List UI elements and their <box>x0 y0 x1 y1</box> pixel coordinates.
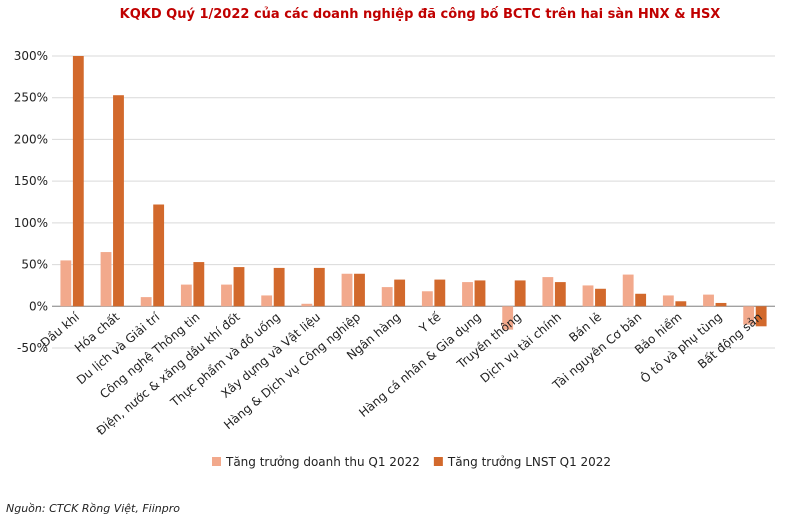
legend-label: Tăng trưởng LNST Q1 2022 <box>447 455 611 469</box>
y-tick-label: 50% <box>21 258 48 272</box>
bar <box>514 280 526 307</box>
chart-title: KQKD Quý 1/2022 của các doanh nghiệp đã … <box>120 7 721 22</box>
y-tick-label: 200% <box>14 132 48 146</box>
source-note: Nguồn: CTCK Rồng Việt, Fiinpro <box>6 502 180 515</box>
y-tick-label: 0% <box>29 299 48 313</box>
bar <box>140 297 152 307</box>
bar <box>60 260 72 307</box>
bar <box>502 306 514 330</box>
y-tick-label: 100% <box>14 216 48 230</box>
bar <box>434 279 446 307</box>
bar <box>635 293 647 307</box>
bar <box>301 303 313 307</box>
bar <box>221 284 232 307</box>
y-tick-label: 250% <box>14 91 48 105</box>
bar <box>180 284 192 307</box>
legend-swatch <box>433 457 443 466</box>
bar <box>381 287 393 307</box>
bar <box>662 295 674 307</box>
bar <box>313 267 325 307</box>
bar <box>100 252 112 307</box>
bar <box>554 282 566 307</box>
bar <box>755 306 767 327</box>
bar <box>622 274 634 307</box>
bar <box>273 267 285 307</box>
bar <box>462 282 473 307</box>
bar <box>715 302 727 307</box>
bar <box>341 273 353 307</box>
y-tick-label: -50% <box>17 341 48 355</box>
bar <box>542 277 554 307</box>
bar <box>675 301 687 307</box>
bar <box>261 295 273 307</box>
bar <box>394 279 406 307</box>
bar <box>113 95 124 307</box>
bar <box>193 262 205 307</box>
bar <box>582 285 594 307</box>
legend-swatch <box>212 457 221 466</box>
bar <box>421 291 433 307</box>
x-tick-label: Y tế <box>416 309 444 336</box>
bar <box>233 267 245 307</box>
bar <box>474 280 486 307</box>
y-tick-label: 150% <box>14 174 48 188</box>
bar <box>354 273 365 307</box>
bar <box>595 288 606 307</box>
bar <box>703 294 714 307</box>
bar <box>72 56 84 307</box>
bar <box>743 306 755 325</box>
bar <box>153 204 165 307</box>
y-tick-label: 300% <box>14 49 48 63</box>
legend-label: Tăng trưởng doanh thu Q1 2022 <box>225 455 420 469</box>
